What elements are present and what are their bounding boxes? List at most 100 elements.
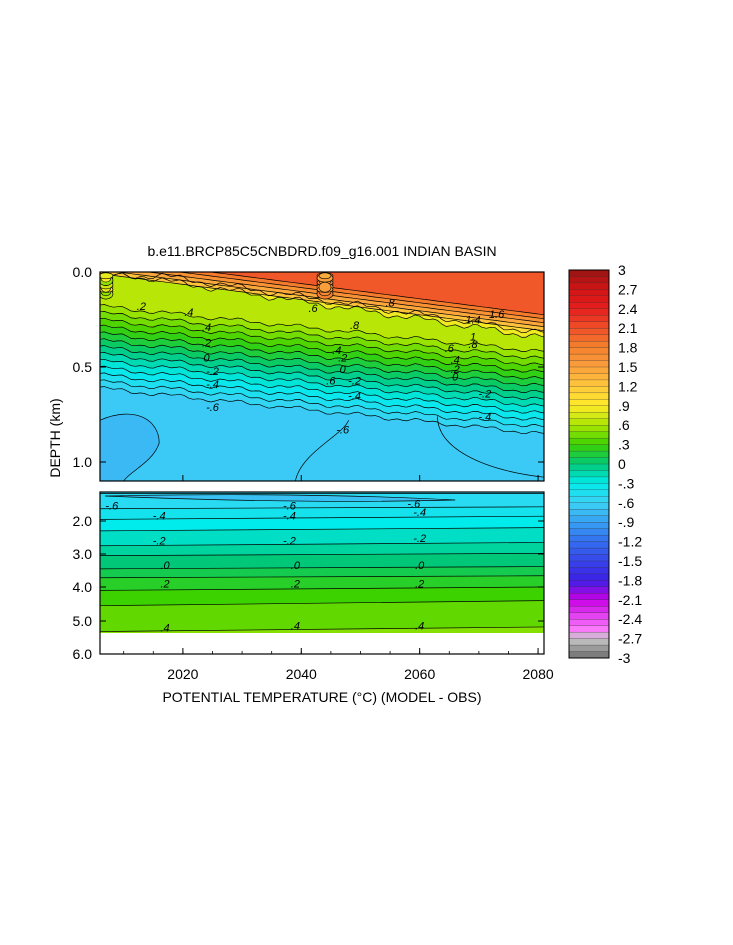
lower-panel-frame [99,491,545,655]
upper-contour-fill [100,272,544,481]
upper-contour-line [100,317,544,366]
colorbar-swatch [568,321,610,329]
colorbar-swatch [568,399,610,407]
lower-contour-line [100,566,544,570]
colorbar-swatch [568,269,610,277]
contour-label: -.2 [153,536,166,548]
colorbar-label: 2.7 [618,281,638,297]
colorbar-swatch [568,593,610,601]
upper-contour-line [100,379,544,428]
colorbar-swatch [568,599,610,607]
colorbar-swatch [568,412,610,420]
contour-label: -.6 [206,402,220,414]
colorbar-swatch [568,573,610,581]
colorbar-swatch [568,560,610,568]
colorbar-swatch [568,567,610,575]
upper-contour-line [100,272,544,334]
colorbar-swatch [568,586,610,594]
colorbar-swatch [568,554,610,562]
contour-label: .2 [415,579,424,591]
upper-contour-line [100,324,544,373]
contour-label: -.2 [478,389,491,401]
contour-label: .4 [184,307,193,319]
contour-label: .8 [386,297,396,309]
colorbar-swatch [568,340,610,349]
contour-labels: .2.4.4.20-.2-.4-.6.6.8.6.4.20-.2-.4-.6.8… [105,297,505,634]
colorbar-swatch [568,457,610,465]
contour-label: -.4 [348,391,361,403]
colorbar-swatch [568,476,610,484]
colorbar-swatch [568,625,610,633]
upper-contour-line [100,358,544,407]
colorbar-swatch [568,295,610,303]
contour-label: .4 [451,354,460,366]
contour-label: -.4 [206,379,219,391]
no-data-strip [100,633,544,654]
lower-contour-line [100,626,544,632]
colorbar-swatch [568,444,610,452]
contour-label: .8 [468,339,478,351]
colorbar-label: 1.8 [618,340,638,356]
lower-contour-line [100,542,544,547]
colorbar-swatch [568,366,610,374]
contour-label: -.4 [153,511,166,523]
colorbar-swatch [568,437,610,446]
colorbar-label: -2.7 [618,631,642,647]
upper-contour-line [100,345,544,393]
colorbar-swatch [568,379,610,387]
colorbar-swatch [568,308,610,316]
contour-label: 0 [340,364,347,376]
colorbar-swatch [568,606,610,614]
x-tick-label: 2040 [286,666,317,682]
contour-label: .0 [415,560,425,572]
contour-label: .4 [291,621,300,633]
lower-contour-line [100,586,544,591]
colorbar-swatch [568,502,610,510]
contour-label: .0 [291,560,301,572]
y-tick-label: 0.5 [73,359,93,375]
colorbar-swatch [568,580,610,588]
colorbar-swatch [568,282,610,290]
y-tick-label: 5.0 [73,613,93,629]
colorbar-swatch [568,489,610,497]
colorbar-swatch [568,534,610,543]
colorbar-swatch [568,392,610,400]
contour-label: .4 [161,623,170,635]
colorbar-frame [568,269,610,659]
y-tick-label: 2.0 [73,513,93,529]
y-tick-label: 0.0 [73,264,93,280]
colorbar-label: .3 [618,437,630,453]
colorbar-swatch [568,547,610,555]
colorbar-swatch [568,334,610,342]
colorbar-label: -.6 [618,495,635,511]
surface-anomaly-blob [100,272,114,280]
colorbar-swatch [568,483,610,491]
colorbar-swatch [568,386,610,394]
upper-contour-line [100,365,544,414]
contour-label: .6 [309,303,319,315]
colorbar-swatch [568,638,610,646]
colorbar-swatch [568,405,610,413]
contour-label: 0 [452,372,459,384]
colorbar-swatch [568,612,610,620]
colorbar-swatch [568,373,610,381]
x-axis-label: POTENTIAL TEMPERATURE (°C) (MODEL - OBS) [162,689,481,705]
colorbar-swatch [568,315,610,323]
colorbar-swatch [568,353,610,361]
colorbar-label: 3 [618,262,626,278]
contour-label: 1.6 [489,309,505,321]
contour-label: -.4 [478,411,491,423]
colorbar-swatch [568,509,610,517]
upper-contour-line [100,338,544,387]
cold-lens-lower [104,494,456,502]
surface-anomaly-blob [318,281,332,293]
lower-contour-line [100,506,544,510]
colorbar-swatch [568,289,610,297]
contour-label: -.2 [348,375,361,387]
contour-label: .2 [161,579,170,591]
colorbar-label: 2.1 [618,320,638,336]
colorbar-swatch [568,515,610,523]
lower-contour-line [100,575,544,579]
lower-contour-lines [100,493,544,654]
